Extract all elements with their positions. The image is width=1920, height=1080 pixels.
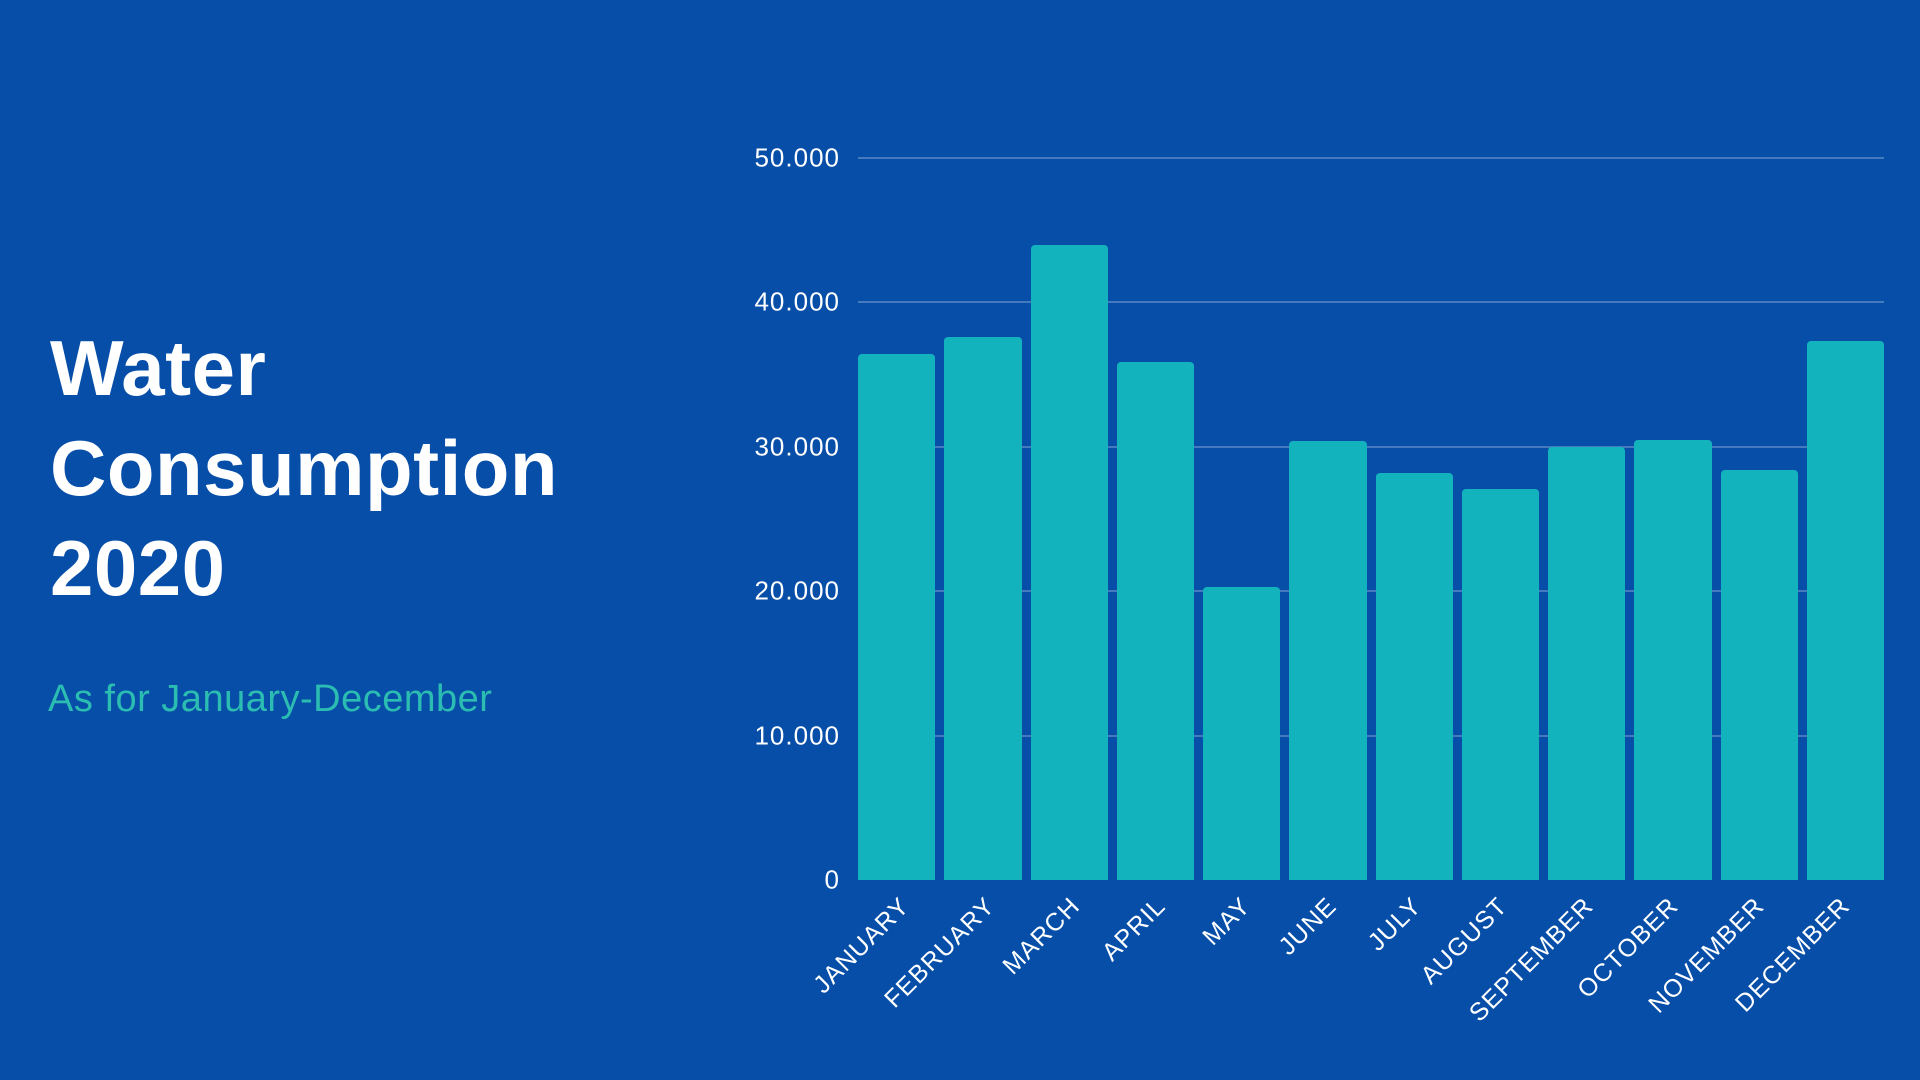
bar-august [1461,488,1539,880]
x-axis-label-may: MAY [1197,892,1257,951]
y-tick-label-20000: 20.000 [754,575,840,606]
gridline-50000 [858,157,1884,159]
chart-bars [858,158,1884,880]
bar-april [1116,361,1194,880]
hero-section: Water Consumption 2020 [50,318,690,618]
gridline-40000 [858,301,1884,304]
bar-june [1289,441,1367,880]
x-axis-label-july: JULY [1363,892,1428,957]
gridline-10000 [858,734,1884,737]
bar-january [858,354,936,880]
y-tick-label-10000: 10.000 [754,720,840,751]
title-line-3: 2020 [50,524,226,612]
title-line-1: Water [50,324,267,412]
y-tick-label-50000: 50.000 [754,142,840,173]
bar-october [1634,439,1712,880]
title-line-2: Consumption [50,424,559,512]
bar-may [1203,586,1281,880]
gridline-30000 [858,445,1884,448]
bar-december [1806,341,1884,880]
bar-february [944,337,1022,880]
bar-november [1720,469,1798,880]
y-tick-label-0: 0 [824,864,840,895]
gridline-20000 [858,590,1884,593]
x-axis-label-march: MARCH [997,892,1086,981]
y-tick-label-40000: 40.000 [754,286,840,317]
bar-september [1548,446,1626,880]
subtitle: As for January-December [48,678,493,720]
y-tick-label-30000: 30.000 [754,431,840,462]
page-title: Water Consumption 2020 [50,318,690,618]
bar-july [1375,472,1453,880]
bar-march [1030,244,1108,880]
x-axis-label-june: JUNE [1273,892,1343,961]
x-axis-label-april: APRIL [1096,892,1172,967]
